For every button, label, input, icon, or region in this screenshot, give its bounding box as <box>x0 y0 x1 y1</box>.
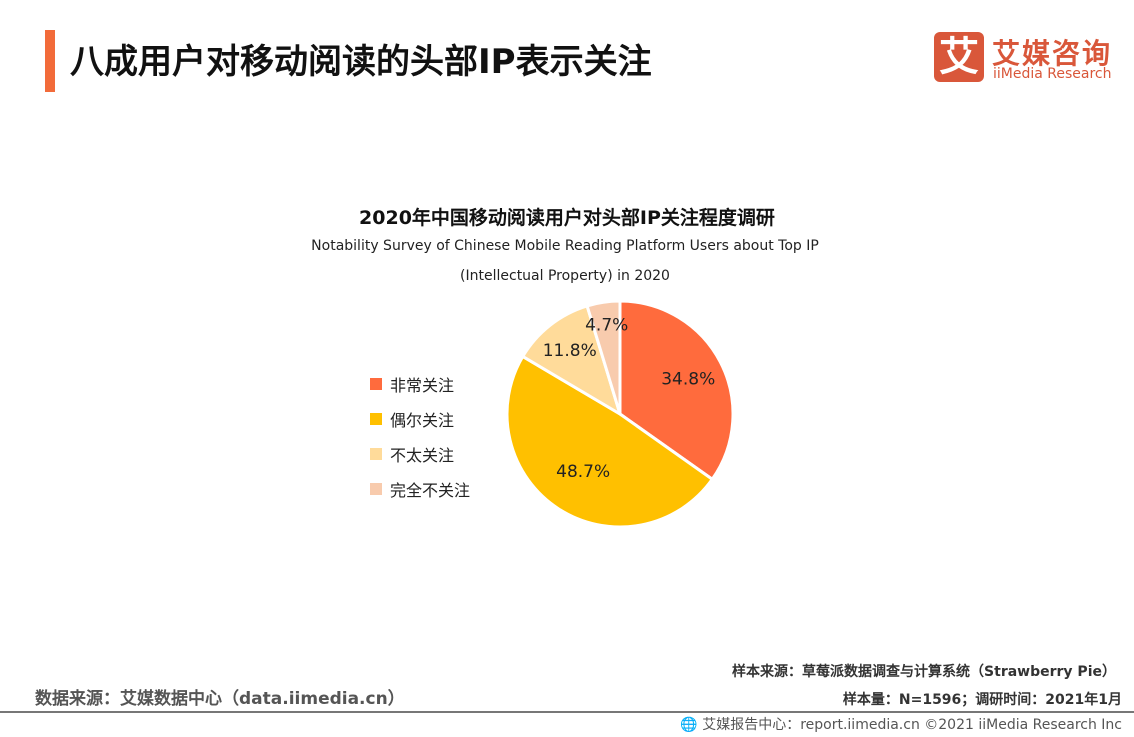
chart-subtitle-2: (Intellectual Property) in 2020 <box>460 268 670 284</box>
report-center-link[interactable]: 艾媒报告中心：report.iimedia.cn ©2021 iiMedia R… <box>702 717 1122 733</box>
legend-swatch <box>370 447 382 460</box>
legend-item-1: 偶尔关注 <box>370 401 470 436</box>
pie-slice-2 <box>520 304 623 418</box>
globe-icon: 🌐 <box>680 717 703 733</box>
logo-cn: 艾媒咨询 <box>992 37 1113 70</box>
legend-label: 偶尔关注 <box>390 410 455 430</box>
logo-mark: 艾 <box>934 32 984 82</box>
data-label-3: 4.7% <box>585 316 628 336</box>
pie-slice-0 <box>618 299 735 482</box>
legend-item-0: 非常关注 <box>370 366 470 401</box>
data-label-2: 11.8% <box>543 341 597 361</box>
legend-item-3: 完全不关注 <box>370 471 470 506</box>
legend-label: 非常关注 <box>390 375 455 395</box>
report-center: 🌐 艾媒报告中心：report.iimedia.cn ©2021 iiMedia… <box>680 714 1122 734</box>
data-label-1: 48.7% <box>556 462 610 482</box>
footer-divider <box>0 711 1134 713</box>
page-title: 八成用户对移动阅读的头部IP表示关注 <box>70 42 652 82</box>
chart-title: 2020年中国移动阅读用户对头部IP关注程度调研 <box>359 207 775 229</box>
legend-item-2: 不太关注 <box>370 436 470 471</box>
pie-slice-3 <box>585 299 622 415</box>
logo-en: iiMedia Research <box>993 66 1112 82</box>
data-label-0: 34.8% <box>661 370 715 390</box>
title-accent-bar <box>45 30 55 92</box>
sample-size: 样本量：N=1596；调研时间：2021年1月 <box>842 692 1122 708</box>
pie-slice-1 <box>505 354 715 529</box>
legend-swatch <box>370 377 382 390</box>
data-source: 数据来源：艾媒数据中心（data.iimedia.cn） <box>35 689 405 709</box>
chart-subtitle-1: Notability Survey of Chinese Mobile Read… <box>311 238 819 254</box>
legend-swatch <box>370 482 382 495</box>
legend-label: 不太关注 <box>390 445 455 465</box>
legend-swatch <box>370 412 382 425</box>
sample-source: 样本来源：草莓派数据调查与计算系统（Strawberry Pie） <box>732 664 1116 680</box>
legend-label: 完全不关注 <box>390 480 471 500</box>
legend: 非常关注偶尔关注不太关注完全不关注 <box>370 366 470 506</box>
